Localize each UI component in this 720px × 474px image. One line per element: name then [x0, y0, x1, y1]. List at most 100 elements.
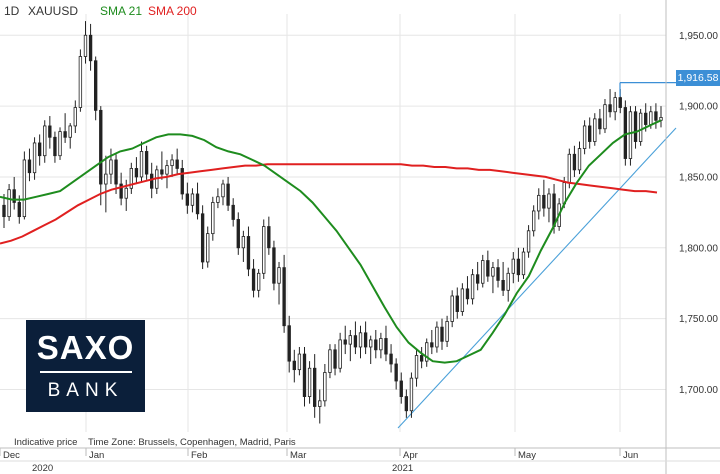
candle-body	[659, 117, 663, 121]
candle-body	[124, 187, 128, 199]
candle-body	[165, 165, 169, 175]
candle-body	[338, 339, 342, 369]
candle-body	[297, 353, 302, 371]
candle-body	[32, 142, 37, 174]
symbol-label: XAUUSD	[28, 4, 79, 18]
year-label: 2021	[392, 463, 413, 474]
candle-body	[343, 339, 347, 345]
candle-body	[88, 34, 93, 62]
x-tick-label: Mar	[290, 450, 306, 461]
year-label: 2020	[32, 463, 53, 474]
sma200-legend: SMA 200	[148, 4, 197, 18]
rising-trendline	[397, 127, 677, 429]
candle-body	[506, 272, 510, 291]
candle-body	[221, 183, 225, 198]
candle-body	[236, 219, 240, 249]
candle-body	[7, 189, 11, 218]
candle-body	[460, 288, 465, 312]
candle-body	[649, 111, 653, 125]
candle-body	[282, 267, 286, 327]
candle-body	[109, 159, 113, 175]
candle-body	[633, 111, 638, 142]
candle-body	[302, 353, 307, 397]
candle-body	[470, 274, 475, 300]
candle-body	[246, 236, 251, 270]
candle-body	[73, 107, 77, 127]
candle-body	[22, 159, 27, 218]
candle-body	[200, 213, 205, 263]
candle-body	[170, 159, 174, 167]
saxo-bank-logo: SAXO BANK	[26, 320, 145, 412]
sma200-line	[0, 163, 658, 245]
candle-body	[63, 131, 67, 138]
y-tick-label: 1,750.00	[679, 314, 718, 325]
candle-body	[99, 109, 103, 185]
candle-body	[195, 193, 200, 215]
candle-body	[58, 131, 62, 157]
candle-body	[241, 236, 246, 249]
candle-body	[628, 111, 633, 159]
candle-body	[399, 380, 403, 397]
candle-body	[333, 349, 337, 369]
sma21-legend: SMA 21	[100, 4, 143, 18]
candle-body	[277, 267, 281, 284]
candle-body	[37, 142, 42, 157]
timezone-note: Time Zone: Brussels, Copenhagen, Madrid,…	[88, 437, 296, 448]
x-tick-label: Apr	[403, 450, 418, 461]
candle-body	[379, 338, 383, 351]
candle-body	[623, 107, 628, 159]
candle-body	[353, 335, 358, 348]
candle-body	[526, 230, 531, 253]
moving-averages	[0, 119, 662, 364]
candle-body	[363, 332, 368, 348]
candle-body	[430, 342, 434, 348]
candle-body	[272, 247, 276, 284]
candle-body	[348, 335, 352, 345]
candle-body	[419, 355, 424, 362]
candle-body	[577, 148, 582, 171]
candle-body	[618, 97, 622, 108]
candle-body	[119, 183, 123, 199]
candle-body	[307, 367, 312, 397]
candle-body	[644, 112, 648, 125]
candle-body	[582, 125, 587, 150]
candle-body	[134, 168, 139, 178]
candle-body	[256, 272, 261, 291]
candle-body	[613, 97, 617, 113]
candle-body	[486, 260, 490, 277]
logo-bottom-text: BANK	[47, 380, 124, 401]
candle-body	[211, 202, 215, 235]
candle-body	[180, 168, 184, 195]
candle-body	[27, 159, 32, 174]
candle-body	[608, 104, 612, 113]
candle-body	[455, 295, 459, 312]
candle-body	[481, 260, 485, 284]
candle-body	[638, 112, 643, 142]
candle-body	[501, 279, 505, 291]
candle-body	[190, 193, 195, 206]
candle-body	[358, 332, 363, 348]
candle-body	[206, 233, 210, 263]
candle-body	[114, 159, 118, 185]
candle-body	[409, 377, 414, 412]
candle-body	[251, 268, 256, 291]
current-price-line	[619, 82, 676, 97]
timeframe-label: 1D	[4, 4, 20, 18]
candle-body	[572, 153, 577, 171]
candle-body	[374, 339, 378, 351]
candle-body	[185, 193, 190, 206]
candle-body	[48, 125, 52, 138]
candle-body	[53, 136, 57, 157]
y-tick-label: 1,700.00	[679, 385, 718, 396]
candle-body	[435, 326, 439, 348]
x-tick-label: May	[518, 450, 536, 461]
candle-body	[537, 194, 541, 212]
candle-body	[445, 321, 449, 342]
candle-body	[144, 151, 149, 175]
candle-body	[104, 173, 108, 185]
candle-body	[43, 125, 47, 157]
candle-body	[2, 204, 6, 218]
candle-body	[404, 396, 409, 412]
